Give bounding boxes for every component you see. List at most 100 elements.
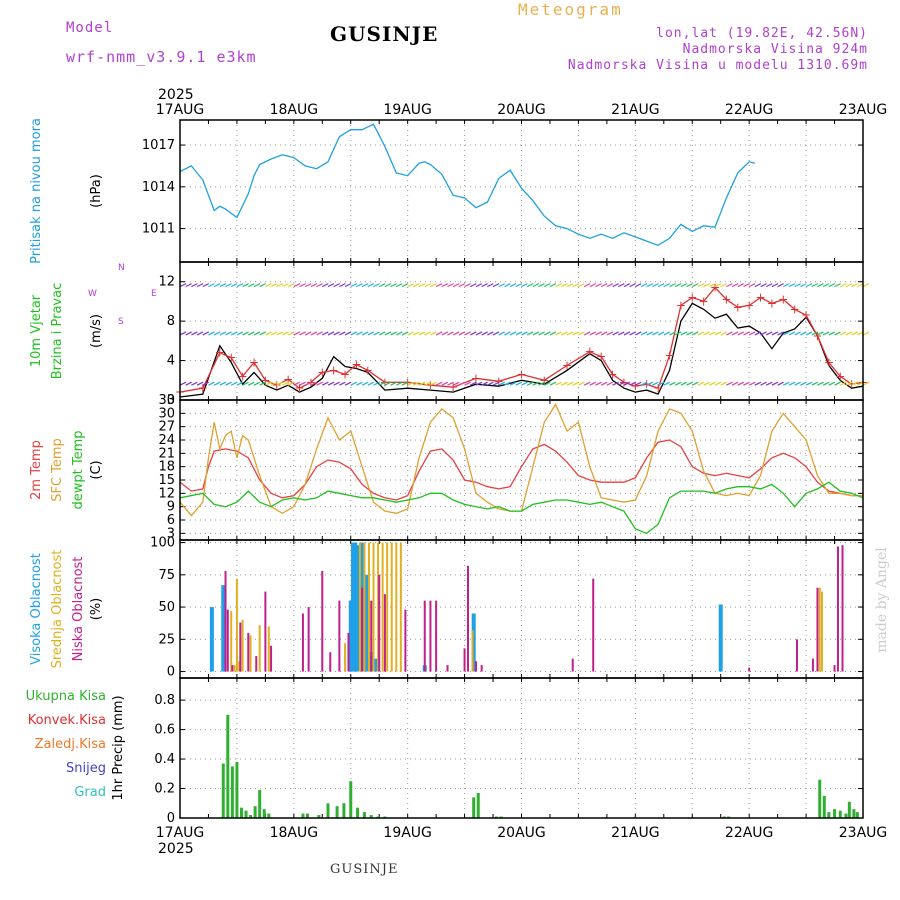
wind-arrow (629, 381, 636, 386)
bar-clouds (370, 600, 373, 672)
wind-arrow (578, 283, 585, 288)
gust-marker: + (226, 351, 236, 365)
wind-arrow (327, 331, 335, 336)
wind-arrow (356, 331, 363, 336)
wind-arrow (378, 283, 386, 288)
bar-precip (230, 766, 234, 818)
wind-arrow (304, 283, 312, 288)
y-tick-label: 21 (158, 446, 175, 461)
wind-arrow (384, 381, 392, 386)
wind-arrow (680, 381, 688, 386)
wind-arrow (487, 331, 494, 336)
wind-arrow (771, 381, 779, 386)
y-tick-label: 0.4 (154, 752, 175, 767)
wind-arrow (851, 381, 858, 386)
wind-arrow (561, 381, 568, 386)
wind-arrow (834, 381, 841, 386)
bar-clouds (267, 626, 270, 672)
wind-arrow (743, 381, 750, 386)
wind-arrow (652, 331, 659, 336)
wind-arrow (287, 331, 295, 336)
y-tick-label: 1011 (142, 222, 175, 237)
wind-arrow (663, 331, 671, 336)
wind-arrow (811, 381, 819, 386)
wind-arrow (657, 283, 665, 288)
wind-arrow (862, 331, 870, 336)
wind-arrow (333, 381, 340, 386)
wind-arrow (333, 283, 340, 288)
wind-arrow (680, 283, 688, 288)
wind-arrow (748, 283, 756, 288)
wind-arrow (481, 283, 488, 288)
wind-arrow (617, 331, 625, 336)
wind-arrow (384, 283, 392, 288)
wind-arrow (384, 331, 392, 336)
y-tick-label: 12 (158, 275, 175, 290)
wind-arrow (418, 381, 426, 386)
y-tick-label: 3 (167, 526, 175, 541)
wind-arrow (521, 283, 528, 288)
wind-arrow (731, 331, 739, 336)
bar-clouds (395, 542, 398, 672)
wind-arrow (777, 283, 784, 288)
wind-arrow (418, 331, 426, 336)
wind-arrow (401, 283, 409, 288)
wind-arrow (691, 331, 699, 336)
bar-precip (239, 807, 243, 818)
gust-marker: + (847, 377, 857, 391)
bar-precip (847, 801, 851, 818)
wind-arrow (839, 381, 847, 386)
wind-arrow (470, 331, 477, 336)
wind-arrow (219, 331, 227, 336)
wind-arrow (310, 283, 318, 288)
bar-precip (852, 809, 856, 818)
bar-precip (838, 810, 842, 818)
wind-arrow (202, 331, 210, 336)
bar-clouds (816, 587, 819, 672)
wind-arrow (817, 331, 824, 336)
wind-arrow (248, 283, 255, 288)
wind-arrow (805, 381, 813, 386)
wind-arrow (475, 331, 483, 336)
wind-arrow (213, 283, 221, 288)
wind-arrow (783, 283, 790, 288)
bar-clouds (386, 542, 389, 672)
wind-arrow (322, 331, 329, 336)
gust-marker: + (494, 374, 504, 388)
wind-arrow (487, 381, 494, 386)
bar-clouds (592, 578, 595, 672)
bar-precip (301, 813, 305, 818)
bar-precip (305, 813, 309, 818)
wind-arrow (669, 381, 676, 386)
gust-marker: + (733, 300, 743, 314)
wind-arrow (583, 381, 591, 386)
wind-arrow (327, 283, 335, 288)
wind-arrow (356, 283, 363, 288)
y-tick-label: 12 (158, 486, 175, 501)
y-axis-label: (C) (89, 460, 104, 479)
wind-arrow (822, 331, 830, 336)
wind-arrow (293, 283, 301, 288)
bar-clouds (239, 622, 242, 672)
y-tick-label: 24 (158, 433, 175, 448)
x-tick-label-top: 18AUG (270, 102, 319, 118)
y-tick-label: 0.8 (154, 693, 175, 708)
wind-arrow (447, 283, 454, 288)
wind-arrow (208, 331, 215, 336)
wind-arrow (623, 381, 631, 386)
wind-arrow (851, 331, 858, 336)
y-tick-label: 25 (158, 632, 175, 647)
wind-arrow (822, 381, 830, 386)
wind-arrow (179, 381, 187, 386)
gust-marker: + (448, 380, 458, 394)
wind-arrow (612, 381, 619, 386)
wind-arrow (822, 283, 830, 288)
wind-arrow (538, 331, 545, 336)
wind-arrow (600, 381, 608, 386)
lonlat-label: lon,lat (19.82E, 42.56N) (656, 26, 868, 41)
wind-arrow (720, 331, 727, 336)
wind-arrow (635, 283, 642, 288)
bar-clouds (471, 630, 474, 672)
y-tick-label: 15 (158, 473, 175, 488)
wind-arrow (834, 283, 841, 288)
